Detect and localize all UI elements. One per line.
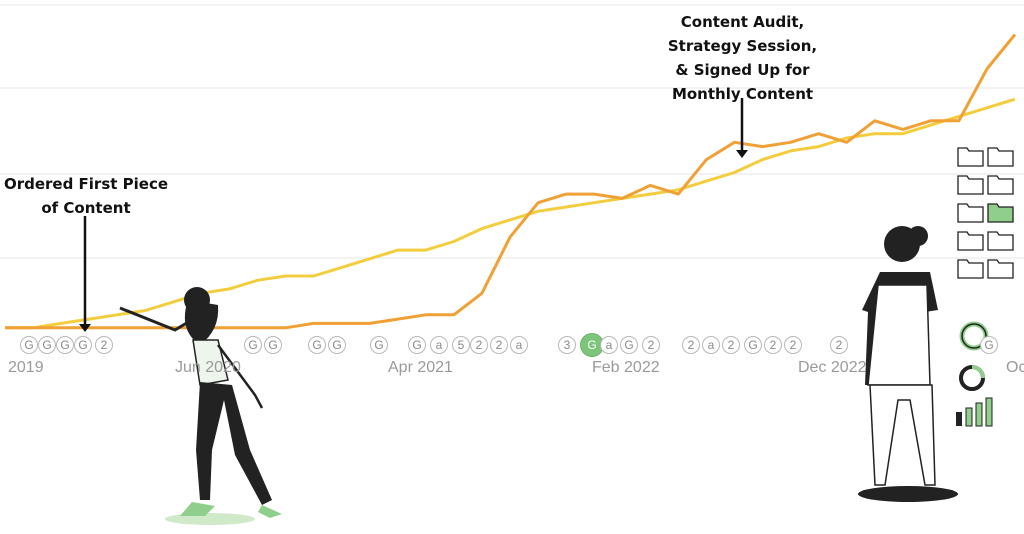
x-tick-label: Dec 2022 xyxy=(798,359,867,376)
ring-chart-icon xyxy=(959,365,985,391)
folder-icon xyxy=(987,147,1014,167)
folder-icon xyxy=(957,147,984,167)
event-marker: G xyxy=(620,336,638,354)
event-marker: G xyxy=(744,336,762,354)
folder-icon xyxy=(987,231,1014,251)
annotation-line: Monthly Content xyxy=(671,85,814,103)
folder-icon xyxy=(987,259,1014,279)
woman-standing-illustration xyxy=(858,226,958,502)
annotation-arrows xyxy=(79,98,748,332)
event-marker: G xyxy=(38,336,56,354)
x-tick-label: Apr 2021 xyxy=(388,359,453,376)
folder-icon xyxy=(957,175,984,195)
event-marker: G xyxy=(264,336,282,354)
event-marker: G xyxy=(308,336,326,354)
event-marker: 2 xyxy=(642,336,660,354)
event-marker: G xyxy=(244,336,262,354)
event-marker: G xyxy=(74,336,92,354)
event-marker: G xyxy=(328,336,346,354)
series-line-1 xyxy=(5,97,1016,330)
bar-chart-icon xyxy=(956,397,993,427)
annotation-line: Content Audit, xyxy=(680,13,805,31)
event-marker: a xyxy=(430,336,448,354)
event-marker: 2 xyxy=(830,336,848,354)
x-tick-label: Jun 2020 xyxy=(175,359,241,376)
annotation-content-audit: Content Audit, Strategy Session, & Signed … xyxy=(660,10,825,106)
event-marker: G xyxy=(56,336,74,354)
woman-pointing-illustration xyxy=(119,287,282,525)
arrow-first-piece xyxy=(79,216,91,332)
folder-icons xyxy=(957,147,1014,279)
folder-icon xyxy=(987,175,1014,195)
folder-icon xyxy=(957,231,984,251)
annotation-line: Strategy Session, xyxy=(667,37,818,55)
x-tick-label: 2019 xyxy=(8,359,44,376)
arrow-content-audit xyxy=(736,98,748,158)
event-marker: 2 xyxy=(784,336,802,354)
annotation-line: of Content xyxy=(41,199,131,217)
event-marker: 2 xyxy=(682,336,700,354)
event-marker: 5 xyxy=(452,336,470,354)
event-marker: G xyxy=(20,336,38,354)
annotation-line: & Signed Up for xyxy=(675,61,810,79)
annotation-first-piece: Ordered First Piece of Content xyxy=(0,172,172,220)
event-marker: 2 xyxy=(490,336,508,354)
event-marker: a xyxy=(510,336,528,354)
annotation-line: Ordered First Piece xyxy=(3,175,169,193)
event-marker: 2 xyxy=(95,336,113,354)
folder-icon xyxy=(957,259,984,279)
decorations xyxy=(119,147,1014,525)
x-tick-label: Feb 2022 xyxy=(592,359,660,376)
folder-icon xyxy=(987,203,1014,223)
gridlines xyxy=(0,4,1024,259)
event-marker: G xyxy=(980,336,998,354)
event-marker: a xyxy=(702,336,720,354)
event-marker: G xyxy=(408,336,426,354)
event-marker: G xyxy=(370,336,388,354)
event-marker: a xyxy=(600,336,618,354)
event-marker: 2 xyxy=(470,336,488,354)
x-tick-label: Oct 2023 xyxy=(1006,359,1024,376)
folder-icon xyxy=(957,203,984,223)
event-marker: 2 xyxy=(722,336,740,354)
event-marker: 2 xyxy=(764,336,782,354)
event-marker: 3 xyxy=(558,336,576,354)
